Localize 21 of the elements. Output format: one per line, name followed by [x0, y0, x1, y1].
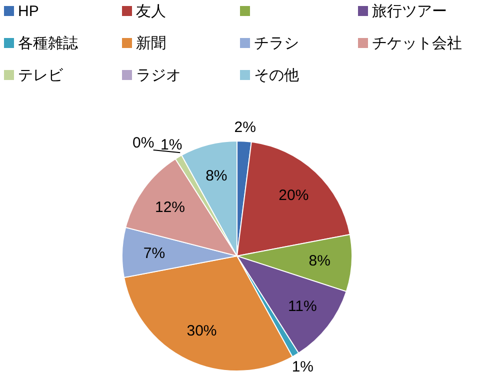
- data-label: 8%: [308, 252, 330, 270]
- legend-label: 各種雑誌: [18, 35, 78, 52]
- text: 0%: [132, 134, 154, 152]
- data-label: 7%: [143, 244, 166, 262]
- data-label: 8%: [206, 167, 228, 184]
- data-label: 2%: [234, 118, 256, 136]
- legend-label: テレビ: [18, 67, 64, 84]
- data-label: 30%: [186, 322, 217, 340]
- legend-label: 友人: [136, 3, 166, 20]
- legend-label: ラジオ: [136, 67, 181, 84]
- legend-label: 新聞: [136, 35, 166, 52]
- legend-label: チケット会社: [372, 35, 462, 52]
- legend-label: その他: [254, 67, 299, 84]
- legend-label: チラシ: [254, 35, 299, 52]
- legend-label: 旅行ツアー: [372, 3, 447, 20]
- data-label: 12%: [155, 198, 186, 216]
- data-label: 20%: [278, 187, 309, 204]
- data-label: 11%: [288, 298, 317, 316]
- data-label: 1%: [292, 358, 314, 376]
- legend-label: HP: [18, 3, 39, 20]
- data-label: 1%: [160, 136, 182, 154]
